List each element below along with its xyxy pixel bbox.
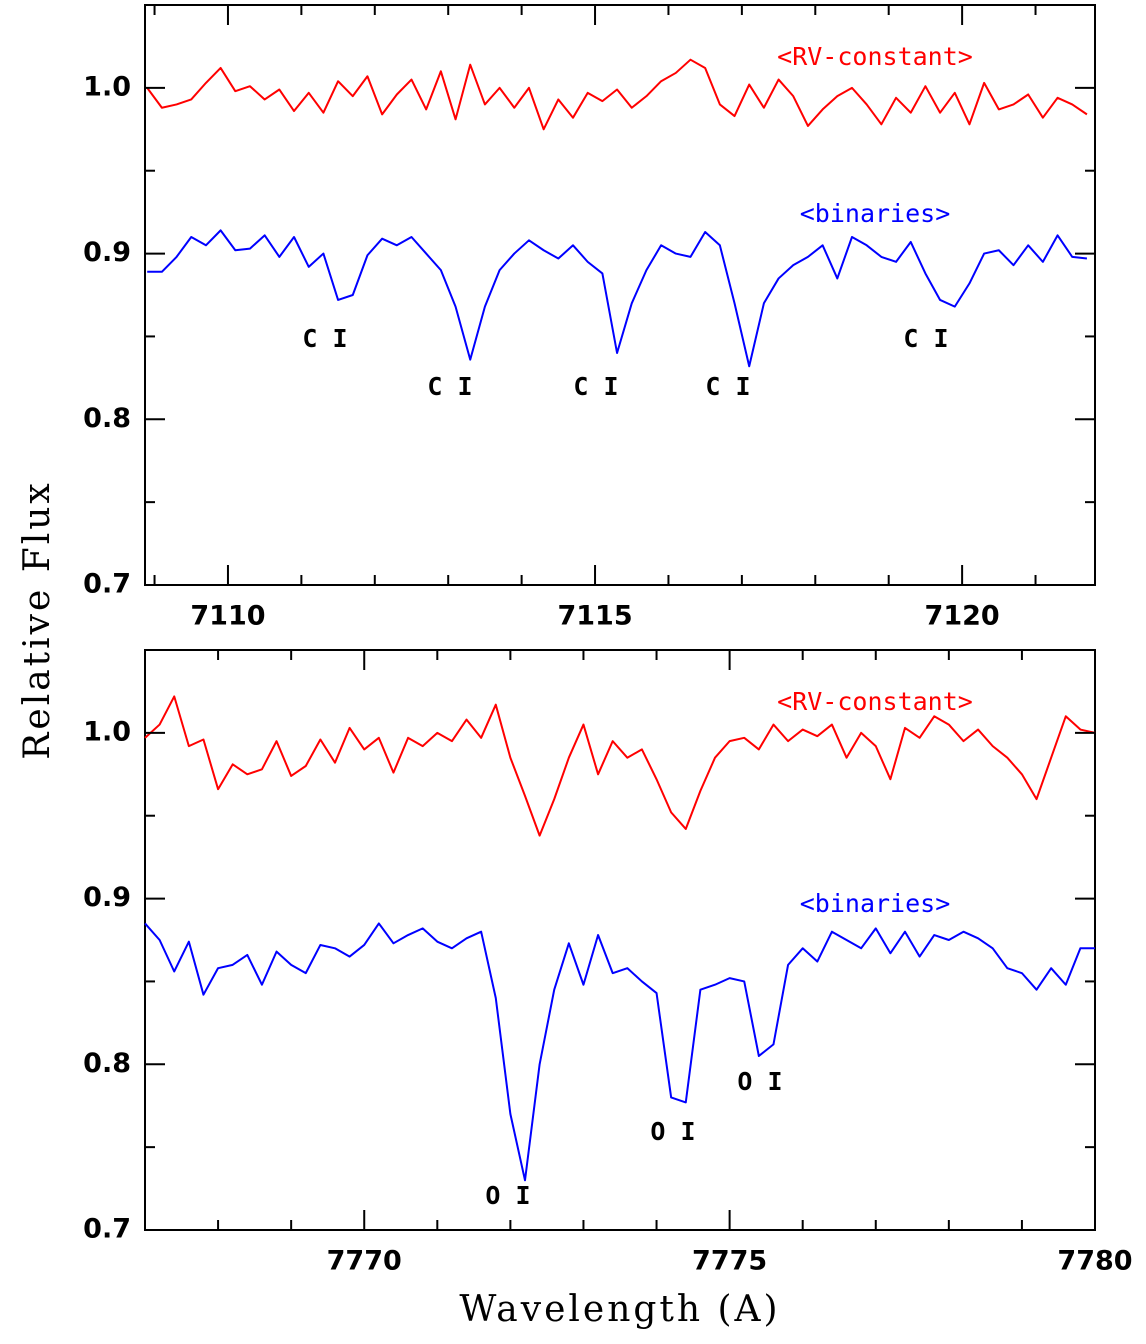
x-tick-label: 7780 <box>1057 1246 1132 1277</box>
x-axis-label: Wavelength (A) <box>459 1289 780 1330</box>
line-annotation: C I <box>903 324 948 353</box>
line-annotation: O I <box>737 1067 782 1096</box>
series-label: <binaries> <box>800 889 951 918</box>
series-label: <RV-constant> <box>777 42 973 71</box>
series-label: <binaries> <box>800 199 951 228</box>
line-annotation: C I <box>302 324 347 353</box>
y-tick-label: 0.7 <box>83 1214 131 1245</box>
spectrum-line <box>147 229 1088 368</box>
line-annotation: C I <box>427 372 472 401</box>
y-tick-label: 0.8 <box>83 403 131 434</box>
y-tick-label: 0.7 <box>83 569 131 600</box>
x-tick-label: 7770 <box>327 1246 402 1277</box>
plot-frame <box>144 649 1096 1231</box>
y-tick-label: 0.9 <box>83 237 131 268</box>
x-tick-label: 7120 <box>925 601 1000 632</box>
line-annotation: O I <box>650 1117 695 1146</box>
y-tick-label: 1.0 <box>83 716 131 747</box>
x-tick-label: 7115 <box>557 601 632 632</box>
spectrum-line <box>146 58 1088 131</box>
y-axis-label: Relative Flux <box>17 480 58 759</box>
series-label: <RV-constant> <box>777 687 973 716</box>
x-tick-label: 7110 <box>190 601 265 632</box>
line-annotation: C I <box>573 372 618 401</box>
y-tick-label: 0.8 <box>83 1048 131 1079</box>
spectrum-line <box>144 695 1096 837</box>
plot-frame <box>144 4 1096 586</box>
spectrum-line <box>144 922 1095 1182</box>
y-tick-label: 1.0 <box>83 71 131 102</box>
y-tick-label: 0.9 <box>83 882 131 913</box>
x-tick-label: 7775 <box>692 1246 767 1277</box>
line-annotation: O I <box>485 1181 530 1210</box>
line-annotation: C I <box>705 372 750 401</box>
